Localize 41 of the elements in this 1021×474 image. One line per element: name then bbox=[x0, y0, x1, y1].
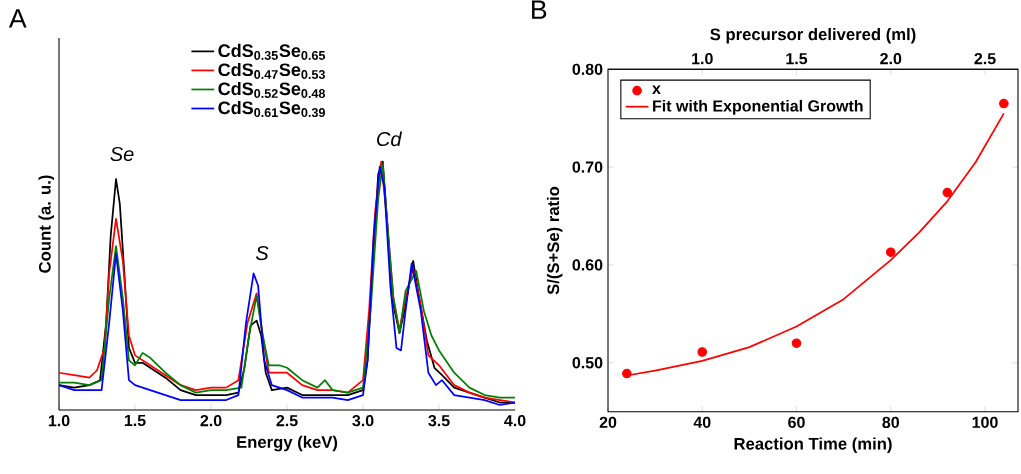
legend-label: CdS$_{0.35}$Se$_{0.65}$ bbox=[218, 43, 326, 60]
point bbox=[791, 338, 802, 349]
legend-label: CdS$_{0.47}$Se$_{0.53}$ bbox=[218, 62, 325, 79]
x-tick-label: 4.0 bbox=[504, 414, 526, 427]
x-tick-label: 1.0 bbox=[48, 414, 70, 427]
text: Cd bbox=[377, 131, 403, 147]
point bbox=[885, 247, 896, 258]
x-tick-label: 80 bbox=[882, 416, 899, 428]
legend-label: Fit with Exponential Growth bbox=[653, 99, 863, 115]
legend-label: x bbox=[652, 85, 661, 94]
x-tick-label: 1.5 bbox=[124, 414, 146, 427]
point bbox=[697, 347, 708, 357]
point bbox=[622, 368, 632, 379]
x-tick-label: 20 bbox=[599, 416, 617, 428]
x-axis-title: Energy (keV) bbox=[237, 435, 338, 452]
y-axis-title: Count (a. u.) bbox=[38, 175, 55, 273]
x-tick-label: 3.0 bbox=[352, 414, 374, 427]
x-tick-label: 2.0 bbox=[200, 414, 222, 427]
legend-label: CdS$_{0.61}$Se$_{0.39}$ bbox=[218, 100, 325, 118]
x-axis-title: Reaction Time (min) bbox=[734, 437, 892, 453]
x2-tick-label: 1.5 bbox=[786, 53, 808, 65]
text: Se bbox=[110, 146, 134, 162]
annotation: S bbox=[255, 245, 269, 261]
x2-tick-label: 2.5 bbox=[974, 52, 996, 65]
x-tick-label: 60 bbox=[788, 416, 805, 428]
x-tick-label: 3.5 bbox=[428, 414, 450, 427]
y-tick-label: 0.80 bbox=[572, 63, 603, 75]
legend-label: CdS$_{0.52}$Se$_{0.48}$ bbox=[218, 81, 326, 98]
y-tick-label: 0.50 bbox=[572, 357, 603, 369]
point bbox=[942, 187, 953, 198]
y-tick-label: 0.70 bbox=[572, 161, 603, 173]
x-tick-label: 2.5 bbox=[276, 414, 298, 427]
y-tick-label: 0.60 bbox=[572, 259, 603, 271]
x2-tick-label: 1.0 bbox=[692, 52, 713, 65]
text: A bbox=[8, 9, 27, 28]
y-axis-title: S/(S+Se) ratio bbox=[546, 186, 563, 295]
x2-axis-title: S precursor delivered (ml) bbox=[710, 28, 916, 44]
x2-tick-label: 2.0 bbox=[880, 52, 902, 65]
x-tick-label: 40 bbox=[693, 416, 711, 428]
x-tick-label: 100 bbox=[972, 416, 998, 428]
text: B bbox=[532, 0, 547, 19]
